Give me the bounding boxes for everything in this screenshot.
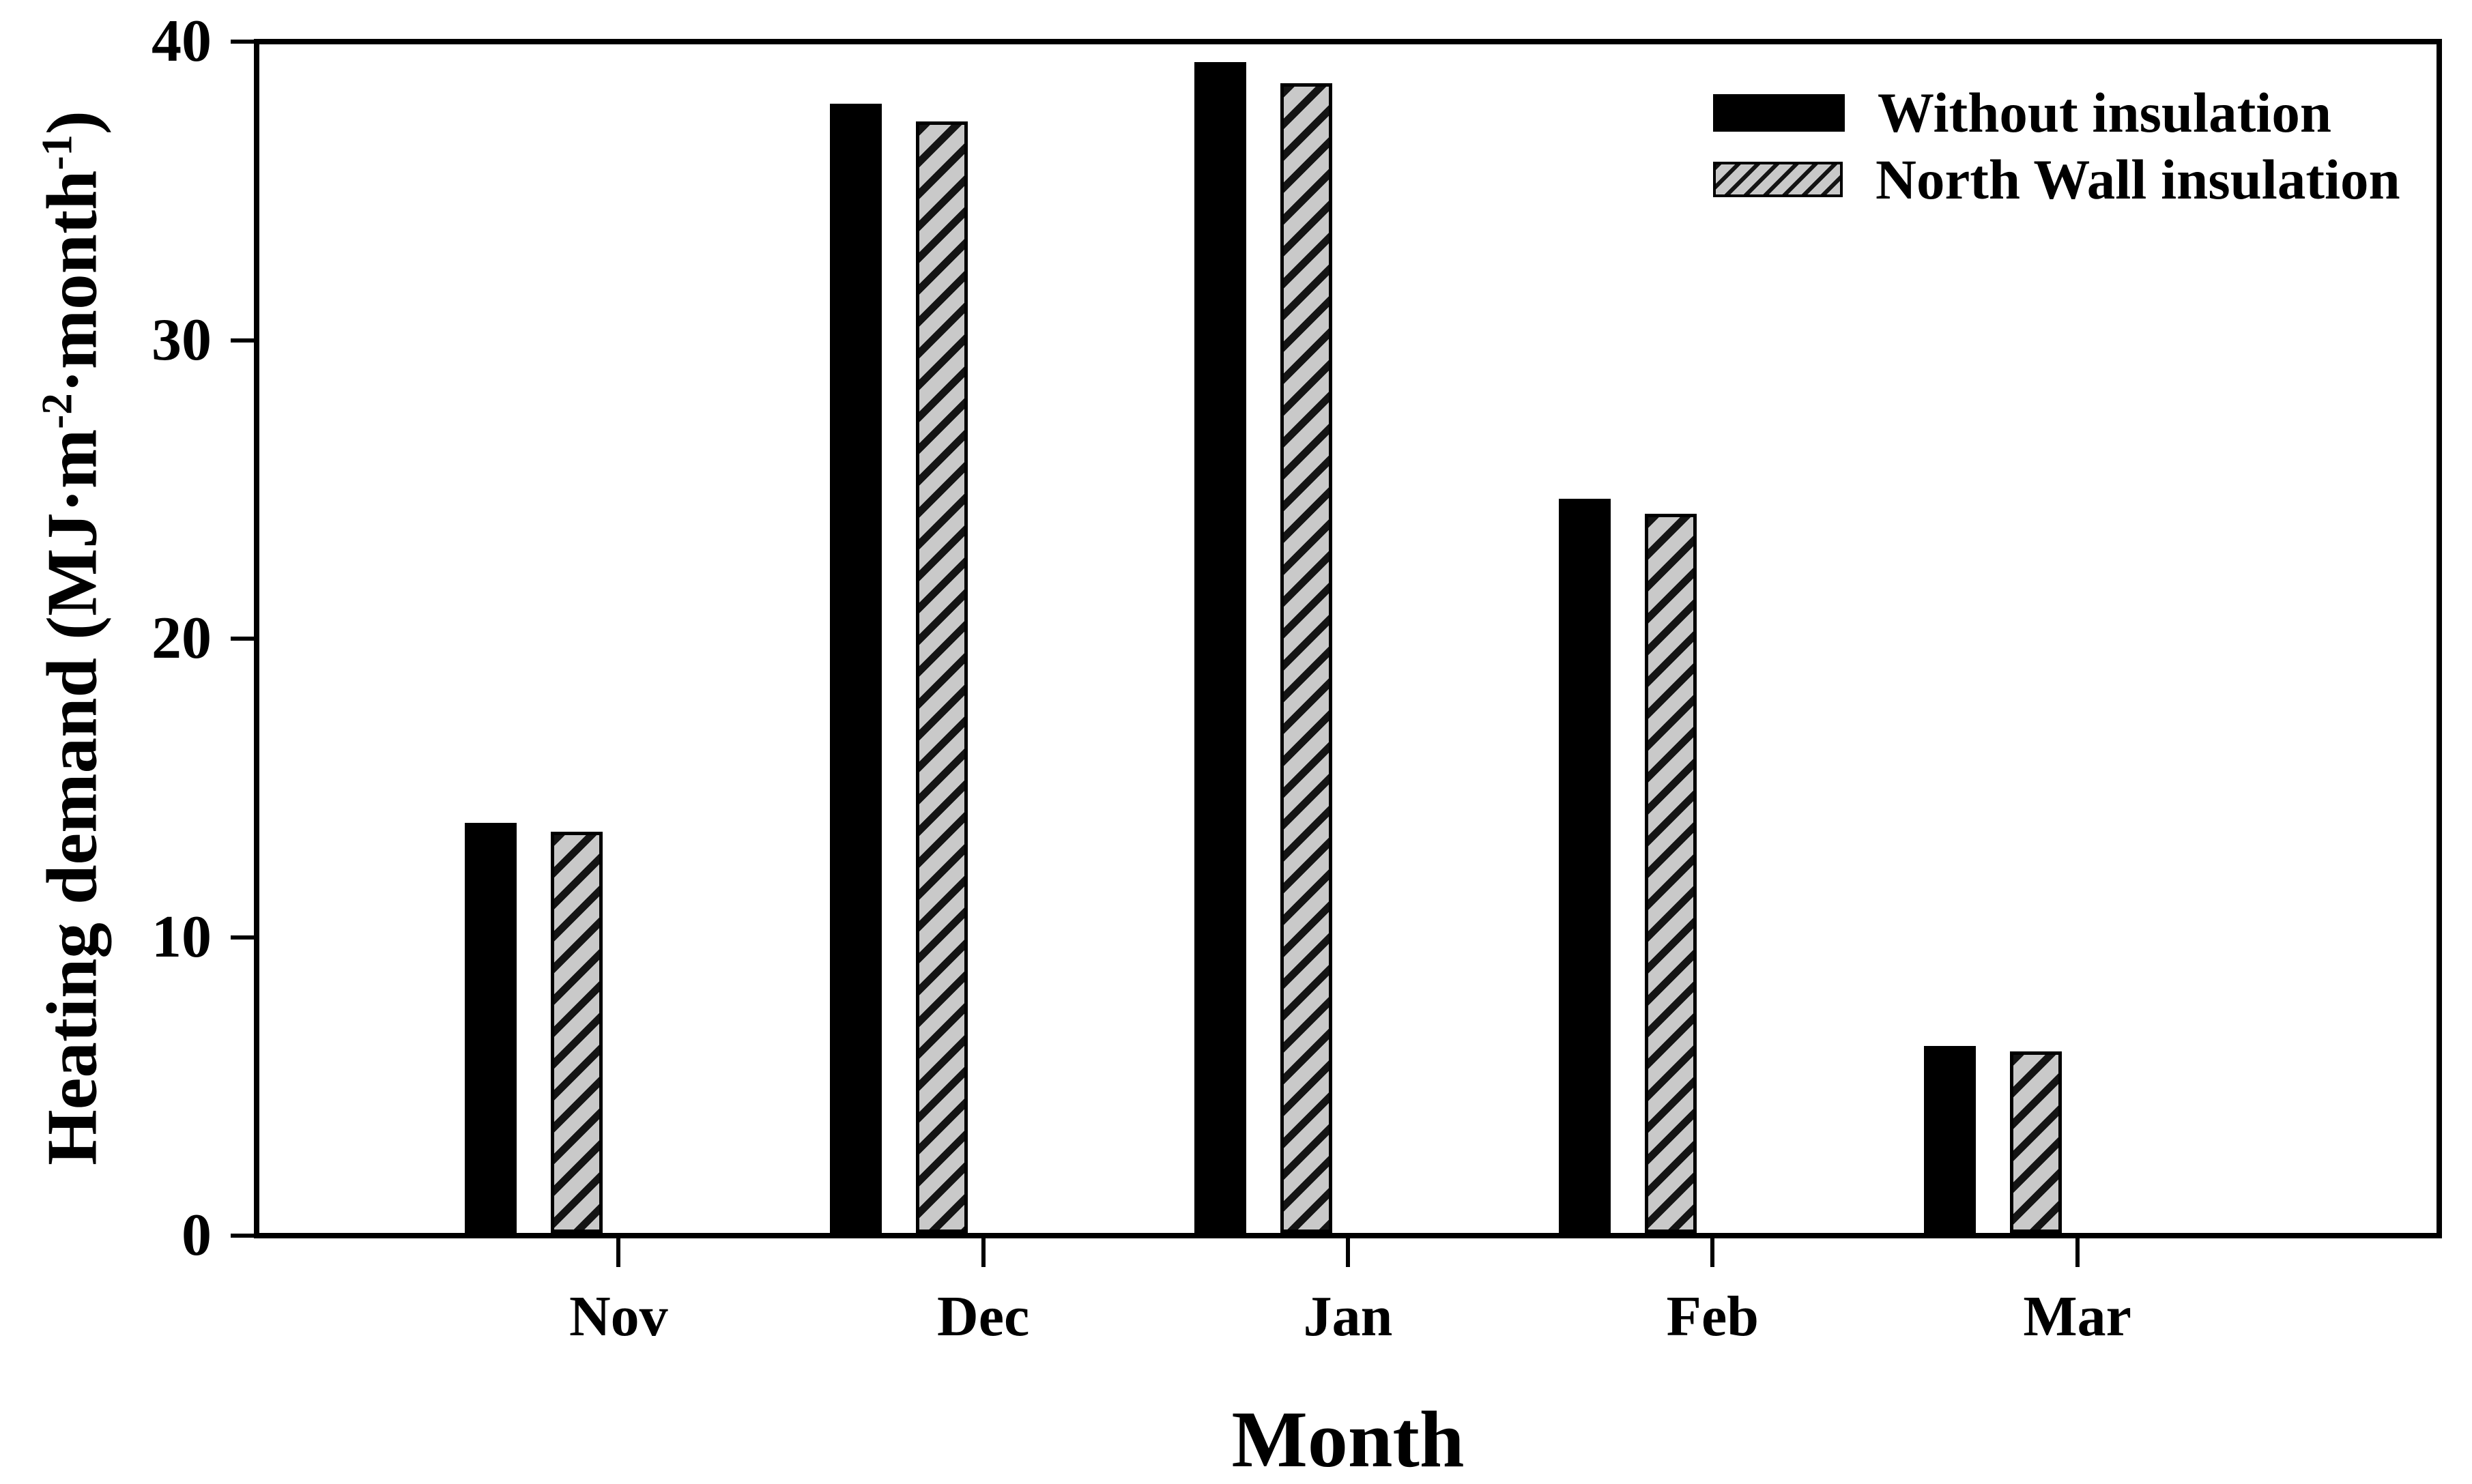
y-axis-tick-label-30: 30 bbox=[152, 306, 212, 373]
x-axis-tick-nov bbox=[616, 1238, 621, 1267]
x-axis-title: Month bbox=[1231, 1395, 1465, 1484]
y-axis-tick-0 bbox=[231, 1234, 254, 1238]
bar-without-insulation-feb bbox=[1559, 499, 1611, 1233]
bar-north-wall-insulation-dec bbox=[915, 121, 968, 1233]
legend-item-without-insulation: Without insulation bbox=[1713, 81, 2400, 144]
legend-label: North Wall insulation bbox=[1875, 148, 2400, 211]
x-axis-tick-label-mar: Mar bbox=[2023, 1285, 2131, 1348]
y-axis-title-sup-2: -2 bbox=[33, 393, 81, 429]
x-axis-tick-label-feb: Feb bbox=[1666, 1285, 1759, 1348]
bar-north-wall-insulation-feb bbox=[1645, 514, 1697, 1233]
legend-swatch-hatched bbox=[1713, 162, 1843, 197]
x-axis-tick-label-dec: Dec bbox=[937, 1285, 1030, 1348]
bar-without-insulation-jan bbox=[1194, 62, 1246, 1233]
y-axis-tick-40 bbox=[231, 40, 254, 44]
x-axis-tick-label-nov: Nov bbox=[569, 1285, 668, 1348]
plot-area bbox=[254, 39, 2442, 1238]
legend: Without insulation North Wall insulation bbox=[1713, 81, 2400, 227]
y-axis-tick-label-10: 10 bbox=[152, 903, 212, 970]
x-axis-tick-jan bbox=[1346, 1238, 1350, 1267]
y-axis-title-sup-1: -1 bbox=[33, 134, 81, 171]
bar-without-insulation-mar bbox=[1923, 1045, 1976, 1233]
bar-without-insulation-nov bbox=[465, 823, 517, 1233]
x-axis-tick-mar bbox=[2075, 1238, 2080, 1267]
x-axis-tick-dec bbox=[981, 1238, 986, 1267]
bar-north-wall-insulation-mar bbox=[2009, 1051, 2062, 1233]
y-axis-title-text: Heating demand (MJ·m bbox=[31, 428, 112, 1165]
x-axis-tick-feb bbox=[1710, 1238, 1715, 1267]
y-axis-tick-20 bbox=[231, 637, 254, 641]
y-axis-tick-10 bbox=[231, 935, 254, 940]
y-axis-tick-label-20: 20 bbox=[152, 605, 212, 671]
y-axis-tick-30 bbox=[231, 338, 254, 343]
y-axis-tick-label-0: 0 bbox=[182, 1202, 212, 1268]
legend-label: Without insulation bbox=[1878, 81, 2332, 144]
bar-north-wall-insulation-nov bbox=[551, 832, 603, 1233]
bar-north-wall-insulation-jan bbox=[1280, 83, 1332, 1233]
y-axis-tick-label-40: 40 bbox=[152, 8, 212, 74]
legend-swatch-solid-black bbox=[1713, 93, 1845, 132]
y-axis-title-close: ) bbox=[31, 111, 112, 135]
x-axis-tick-label-jan: Jan bbox=[1303, 1285, 1393, 1348]
bar-without-insulation-dec bbox=[829, 104, 882, 1233]
legend-item-north-wall-insulation: North Wall insulation bbox=[1713, 148, 2400, 211]
